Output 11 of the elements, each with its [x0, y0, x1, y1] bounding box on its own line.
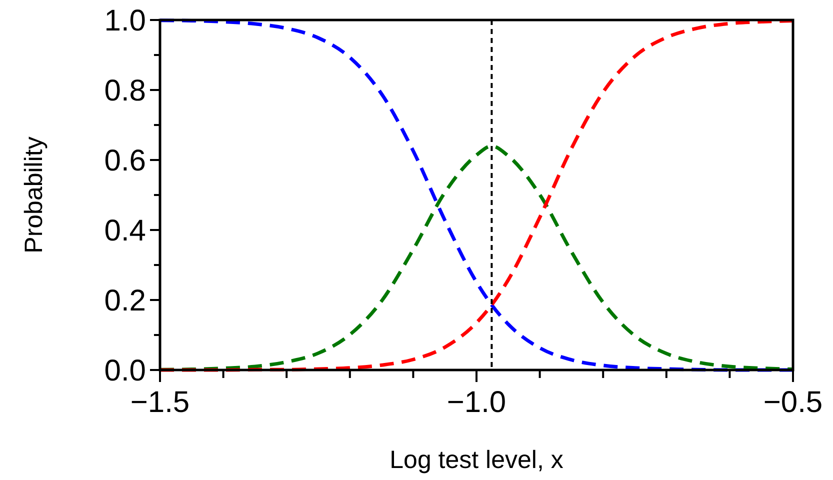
y-tick-label: 0.2 [104, 284, 146, 318]
y-axis-title: Probability [20, 136, 48, 254]
x-axis-title: Log test level, x [390, 446, 564, 474]
x-tick-label: −1.5 [130, 386, 190, 419]
x-tick-label: −1.0 [446, 386, 506, 419]
x-tick-label: −0.5 [763, 386, 823, 419]
y-tick-label: 1.0 [104, 4, 146, 38]
y-tick-label: 0.6 [104, 144, 146, 178]
y-tick-label: 0.4 [104, 214, 146, 248]
y-tick-label: 0.8 [104, 74, 146, 108]
y-tick-label: 0.0 [104, 354, 146, 388]
